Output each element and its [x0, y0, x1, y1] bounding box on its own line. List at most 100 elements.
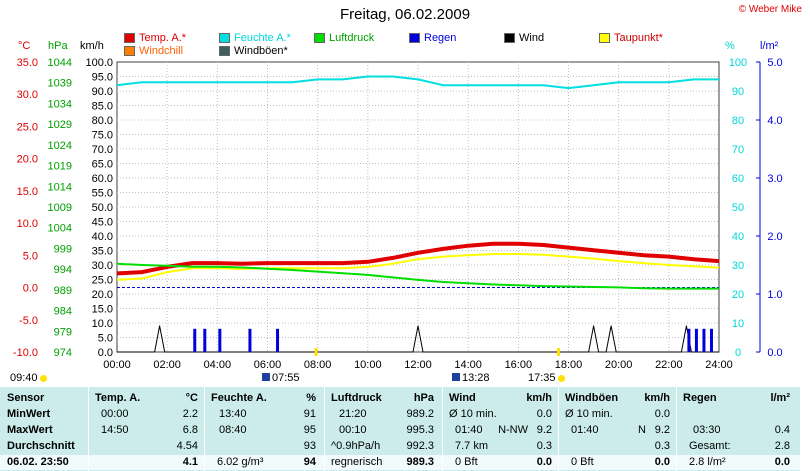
x-tick-label: 20:00 [605, 359, 633, 371]
temp-current-value: 4.1 [182, 456, 198, 468]
legend-swatch [124, 33, 135, 43]
temp-tick-label: 0.0 [23, 283, 38, 295]
legend-item: Regen [409, 32, 456, 44]
col-windboeen: Windböen km/h Ø 10 min. 0.0 01:40 N 9.2 0.3 … [558, 387, 676, 471]
temp-max-time: 14:50 [101, 424, 129, 436]
x-tick-label: 12:00 [404, 359, 432, 371]
legend-label: Windböen* [234, 45, 288, 57]
x-tick-label: 22:00 [655, 359, 683, 371]
rain-tick-label: 4.0 [767, 115, 782, 127]
pressure-tick-label: 989 [54, 285, 72, 297]
wind-tick-label: 50.0 [92, 202, 113, 214]
header-luftdruck-unit: hPa [413, 392, 434, 404]
copyright-text: © Weber Mike [738, 4, 802, 15]
legend-swatch [504, 33, 515, 43]
humidity-tick-label: 20 [732, 289, 744, 301]
pressure-tick-label: 1024 [48, 140, 72, 152]
humidity-tick-label: 40 [732, 231, 744, 243]
legend-label: Taupunkt* [614, 32, 663, 44]
sun-marker [557, 348, 561, 356]
humidity-tick-label: 50 [732, 202, 744, 214]
wind-min-value: 0.0 [536, 408, 552, 420]
x-tick-label: 06:00 [254, 359, 282, 371]
feuchte-max-time: 08:40 [219, 424, 247, 436]
wind-tick-label: 80.0 [92, 115, 113, 127]
druck-max-value: 995.3 [406, 424, 434, 436]
pressure-tick-label: 1014 [48, 181, 72, 193]
humidity-tick-label: 10 [732, 318, 744, 330]
wind-tick-label: 65.0 [92, 159, 113, 171]
col-regen: Regen l/m² 03:30 0.4 Gesamt: 2.8 2.8 l/m² 0.… [676, 387, 800, 471]
regen-day-total: 2.8 l/m² [689, 456, 726, 468]
boeen-max-direction: N [638, 424, 646, 436]
legend-item: Windböen* [219, 45, 288, 57]
wind-axis-unit: km/h [80, 40, 104, 52]
legend-label: Temp. A.* [139, 32, 187, 44]
humidity-tick-label: 100 [729, 57, 747, 69]
wind-tick-label: 5.0 [98, 333, 113, 345]
wind-tick-label: 55.0 [92, 188, 113, 200]
legend-swatch [124, 46, 135, 56]
temp-tick-label: 5.0 [23, 250, 38, 262]
pressure-tick-label: 1039 [48, 78, 72, 90]
legend-item: Taupunkt* [599, 32, 663, 44]
boeen-max-time: 01:40 [571, 424, 599, 436]
temp-max-value: 6.8 [182, 424, 198, 436]
sun-marker [314, 348, 318, 356]
rain-bar [276, 328, 280, 352]
header-wind-unit: km/h [526, 392, 552, 404]
rain-tick-label: 1.0 [767, 289, 782, 301]
col-feuchte: Feuchte A.% 13:40 91 08:40 95 93 6.02 g/m³… [204, 387, 324, 471]
wind-tick-label: 70.0 [92, 144, 113, 156]
x-tick-label: 16:00 [505, 359, 533, 371]
rain-axis-unit: l/m² [760, 40, 779, 52]
feuchte-min-value: 91 [303, 408, 316, 420]
temp-tick-label: -5.0 [19, 315, 38, 327]
wind-tick-label: 45.0 [92, 217, 113, 229]
regen-max-time: 03:30 [693, 424, 721, 436]
x-tick-label: 24:00 [705, 359, 733, 371]
regen-max-value: 0.4 [774, 424, 790, 436]
rain-bar [193, 328, 197, 352]
header-sensor: Sensor [7, 392, 45, 404]
temp-tick-label: 30.0 [17, 89, 38, 101]
header-regen-unit: l/m² [770, 392, 790, 404]
pressure-tick-label: 1004 [48, 223, 72, 235]
temp-axis-unit: °C [18, 40, 31, 52]
wind-tick-label: 75.0 [92, 130, 113, 142]
pressure-tick-label: 1029 [48, 119, 72, 131]
col-sensor: Sensor MinWert MaxWert Durchschnitt 06.0… [0, 387, 88, 471]
wind-tick-label: 20.0 [92, 289, 113, 301]
wind-distance: 7.7 km [455, 440, 489, 452]
humidity-tick-label: 70 [732, 144, 744, 156]
x-tick-label: 14:00 [454, 359, 482, 371]
col-luftdruck: Luftdruck hPa 21:20 989.2 00:10 995.3 ^0.9h… [324, 387, 442, 471]
wind-avg-value: 0.3 [536, 440, 552, 452]
noon-time: 13:28 [452, 372, 490, 384]
regen-total-label: Gesamt: [689, 440, 731, 452]
feuchte-min-time: 13:40 [219, 408, 247, 420]
regen-total-value: 2.8 [774, 440, 790, 452]
temp-min-time: 00:00 [101, 408, 129, 420]
pressure-tick-label: 1044 [48, 57, 72, 69]
wind-tick-label: 30.0 [92, 260, 113, 272]
legend-label: Luftdruck [329, 32, 375, 44]
boeen-min-label: Ø 10 min. [565, 408, 613, 420]
temp-avg-value: 4.54 [176, 440, 198, 452]
regen-current-value: 0.0 [774, 456, 790, 468]
wind-current-value: 0.0 [536, 456, 552, 468]
legend-swatch [219, 33, 230, 43]
pressure-tick-label: 974 [54, 347, 72, 359]
pressure-tick-label: 994 [54, 264, 72, 276]
col-wind: Wind km/h Ø 10 min. 0.0 01:40 N-NW 9.2 7.7 k… [442, 387, 558, 471]
legend-label: Regen [424, 32, 457, 44]
boeen-current-value: 0.0 [654, 456, 670, 468]
series-line [116, 75, 719, 90]
series-line [117, 325, 719, 353]
humidity-tick-label: 0 [735, 347, 741, 359]
pressure-tick-label: 979 [54, 326, 72, 338]
rain-bar [218, 328, 222, 352]
pressure-tick-label: 984 [54, 306, 72, 318]
rain-bar [203, 328, 207, 352]
legend-item: Wind [504, 32, 544, 44]
